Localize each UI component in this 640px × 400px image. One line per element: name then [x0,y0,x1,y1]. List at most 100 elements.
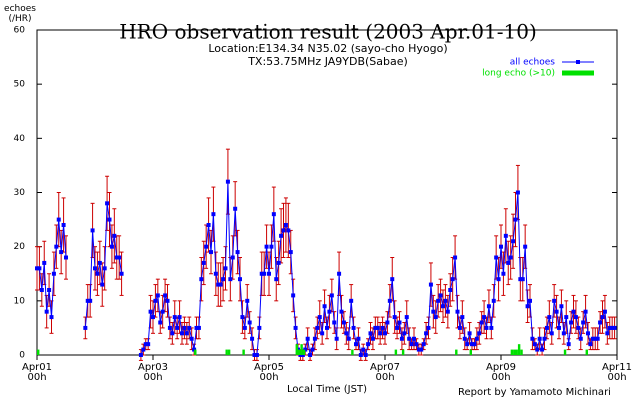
point [252,353,257,357]
long-echo-bar [585,349,588,355]
long-echo-bar [513,349,516,355]
point [424,331,429,336]
point [496,277,501,282]
point [484,325,489,330]
point [595,336,600,341]
point [187,325,192,330]
point [467,331,472,336]
point [83,325,88,330]
point [88,298,93,303]
point [583,309,588,314]
long-echo-bar [37,349,40,355]
long-echo-bar [469,349,472,355]
point [535,347,540,352]
point [42,260,47,265]
point [395,325,400,330]
point [472,342,477,347]
point [56,217,61,222]
point [305,336,310,341]
y-tick-label: 60 [14,26,26,36]
point [426,325,431,330]
point [525,304,530,309]
point [51,271,56,276]
point [102,266,107,271]
point [436,298,441,303]
point [218,282,223,287]
long-echo-bar [194,349,197,355]
point [148,309,153,314]
point [590,336,595,341]
point [474,336,479,341]
point [170,331,175,336]
point [308,353,313,357]
point [332,320,337,325]
point [486,304,491,309]
point [221,277,226,282]
point [228,277,233,282]
point [269,244,274,249]
point [165,298,170,303]
point [172,315,177,320]
point [146,342,151,347]
y-tick-label: 30 [14,188,26,198]
point [259,271,264,276]
point [138,353,143,357]
point [518,277,523,282]
point [233,206,238,211]
point [407,336,412,341]
point [503,233,508,238]
x-axis-label: Local Time (JST) [287,384,367,395]
point [354,342,358,347]
point [564,315,569,320]
point [431,309,436,314]
point [54,244,59,249]
point [412,336,416,341]
point [544,325,549,330]
point [373,325,378,330]
point [465,342,470,347]
point [378,331,383,336]
point [151,315,155,320]
point [240,315,245,320]
point [455,309,460,314]
point [206,223,211,227]
point [349,298,354,303]
y-tick-label: 0 [19,351,25,361]
point [59,250,64,255]
y-tick-label: 40 [14,134,26,144]
point [612,325,617,330]
point [586,331,590,336]
point [368,331,373,336]
point [385,320,390,325]
point [370,336,375,341]
point [141,347,146,352]
long-echo-bar [242,349,245,355]
point [93,266,97,271]
point [344,331,349,336]
point [499,244,503,249]
long-echo-bar [295,344,298,355]
point [143,342,148,347]
point [462,336,467,341]
point [189,336,194,341]
point [175,325,180,330]
point [479,320,484,325]
x-tick-label: Apr09 00h [485,362,517,383]
point [559,304,564,309]
point [607,325,612,330]
point [216,282,221,287]
point [153,298,158,303]
point [196,325,201,330]
y-tick-label: 10 [14,296,26,306]
point [588,342,593,347]
point [209,250,213,255]
point [322,304,327,309]
point [513,217,518,222]
point [530,336,535,341]
chart-title: HRO observation result (2003 Apr.01-10) [119,20,537,44]
point [351,325,356,330]
point [180,331,184,336]
point [242,325,247,330]
y-tick-label: 20 [14,242,26,252]
